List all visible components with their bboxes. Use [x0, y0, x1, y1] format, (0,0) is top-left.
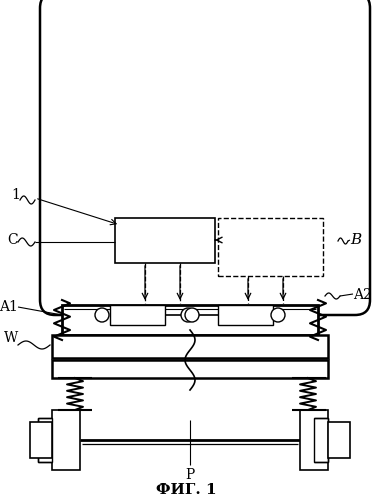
Bar: [62, 305, 318, 335]
Circle shape: [271, 308, 285, 322]
Bar: [218, 305, 273, 325]
Bar: [30, 422, 52, 458]
Bar: [52, 335, 328, 358]
Bar: [218, 218, 323, 276]
Bar: [115, 218, 215, 263]
Bar: [52, 360, 328, 378]
Circle shape: [181, 308, 195, 322]
Polygon shape: [314, 418, 328, 462]
Text: B: B: [350, 233, 361, 247]
Bar: [52, 410, 80, 470]
Polygon shape: [38, 418, 52, 462]
Circle shape: [185, 308, 199, 322]
Text: W: W: [4, 331, 18, 345]
Bar: [110, 305, 165, 325]
Circle shape: [95, 308, 109, 322]
FancyBboxPatch shape: [40, 0, 370, 315]
Text: 1: 1: [11, 188, 20, 202]
Text: A1: A1: [0, 300, 18, 314]
Text: ФИГ. 1: ФИГ. 1: [156, 483, 216, 497]
Bar: [300, 410, 328, 470]
Text: P: P: [185, 468, 195, 482]
Text: A2: A2: [353, 288, 372, 302]
Bar: [328, 422, 350, 458]
Text: C: C: [7, 233, 18, 247]
